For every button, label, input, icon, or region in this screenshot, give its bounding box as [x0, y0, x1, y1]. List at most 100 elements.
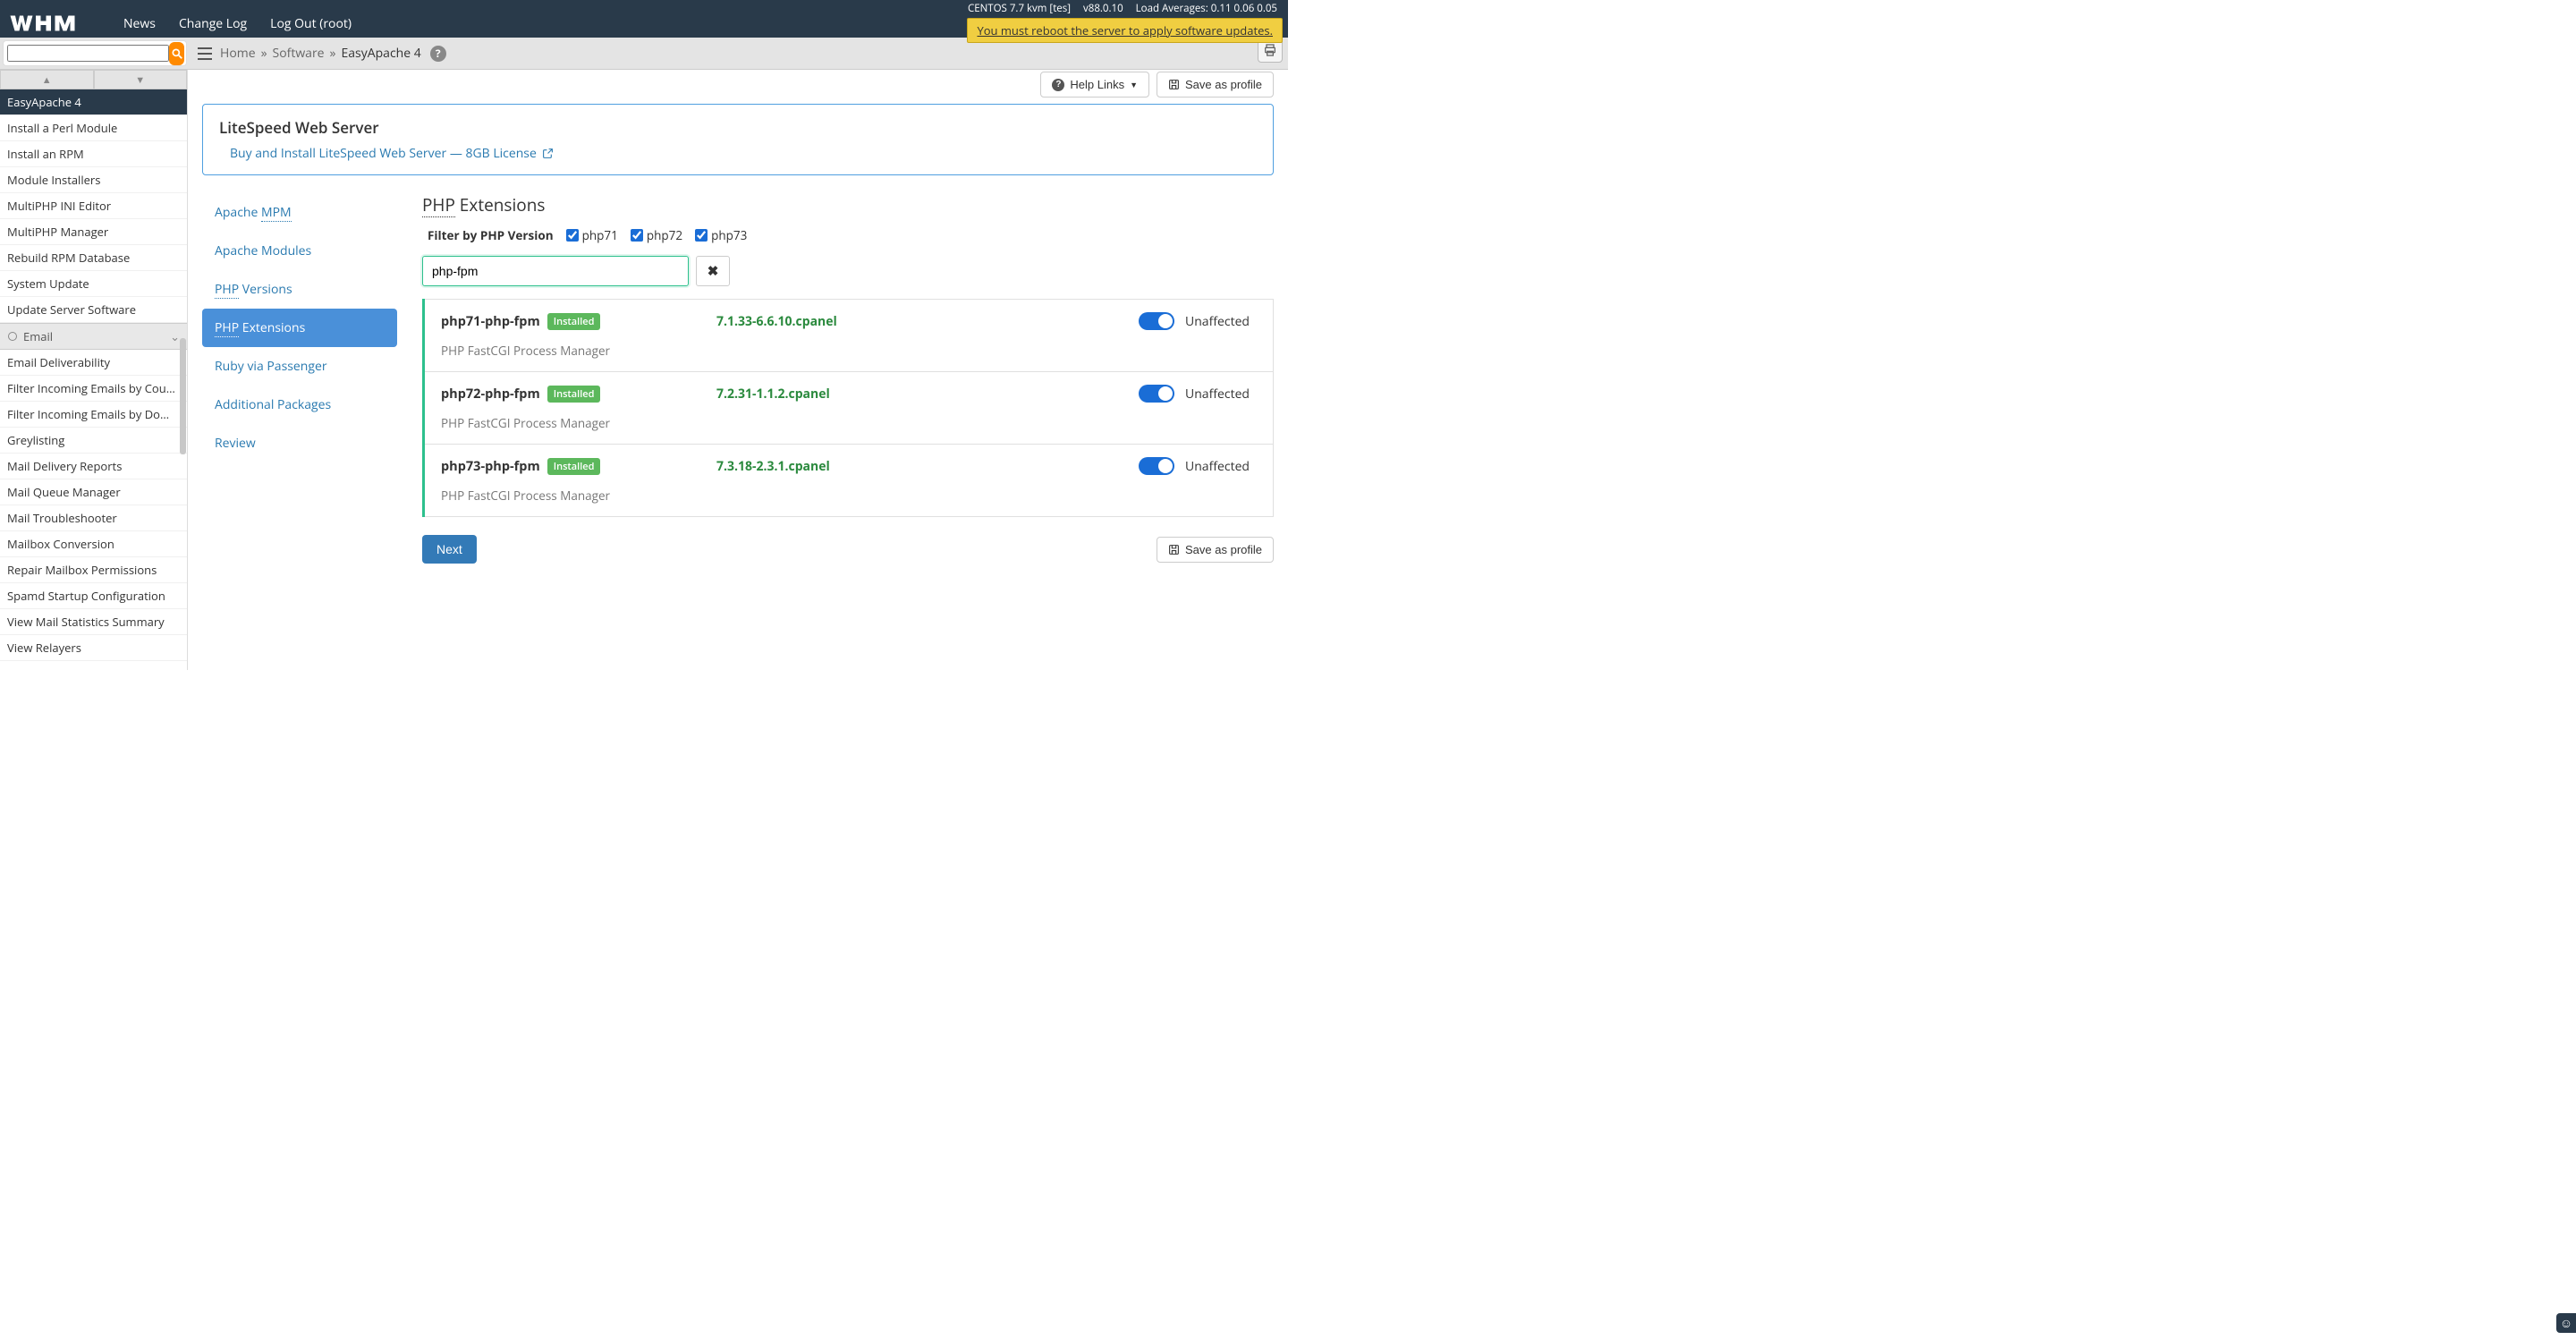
sidebar-item[interactable]: Spamd Startup Configuration	[0, 583, 187, 609]
caret-down-icon: ▼	[1130, 81, 1138, 89]
nav-logout[interactable]: Log Out (root)	[270, 15, 352, 32]
tab-php-versions[interactable]: PHP Versions	[202, 270, 397, 309]
extension-row: php72-php-fpmInstalled7.2.31-1.1.2.cpane…	[425, 372, 1274, 445]
filter-php71[interactable]: php71	[566, 227, 618, 243]
extension-name: php73-php-fpmInstalled	[441, 458, 709, 475]
nav-changelog[interactable]: Change Log	[179, 15, 247, 32]
help-icon: ?	[1052, 79, 1064, 91]
sidebar-arrow-bar: ▲ ▼	[0, 70, 187, 89]
sidebar-item[interactable]: MultiPHP Manager	[0, 219, 187, 245]
extension-row: php73-php-fpmInstalled 7.3.18-2.3.1.cpane…	[425, 445, 1274, 517]
feedback-smiley-icon[interactable]: ☺	[2556, 1313, 2576, 1333]
installed-badge: Installed	[547, 458, 601, 475]
global-search	[3, 40, 187, 66]
sidebar-item[interactable]: Email Deliverability	[0, 350, 187, 376]
collapse-down-icon[interactable]: ▼	[94, 70, 188, 89]
extension-state: Unaffected	[1185, 386, 1250, 403]
sidebar-item-easyapache[interactable]: EasyApache 4	[0, 89, 187, 115]
sidebar-item[interactable]: Rebuild RPM Database	[0, 245, 187, 271]
sidebar: ▲ ▼ EasyApache 4 Install a Perl ModuleIn…	[0, 70, 188, 670]
tab-apache-mpm[interactable]: Apache MPM	[202, 193, 397, 232]
breadcrumb: Home » Software » EasyApache 4 ?	[220, 38, 446, 69]
extension-description: PHP FastCGI Process Manager	[441, 488, 1257, 504]
filter-php72[interactable]: php72	[631, 227, 682, 243]
crumb-software[interactable]: Software	[273, 45, 325, 62]
extension-state: Unaffected	[1185, 313, 1250, 330]
help-links-button[interactable]: ? Help Links ▼	[1040, 72, 1149, 98]
clear-search-button[interactable]: ✖	[696, 256, 730, 286]
whm-logo[interactable]	[0, 11, 106, 36]
sidebar-item[interactable]: Mail Delivery Reports	[0, 454, 187, 479]
version-label: v88.0.10	[1083, 2, 1123, 15]
nav-news[interactable]: News	[123, 15, 156, 32]
checkbox-php73[interactable]	[695, 229, 708, 242]
sidebar-item[interactable]: Filter Incoming Emails by Country	[0, 376, 187, 402]
extension-version: 7.3.18-2.3.1.cpanel	[716, 458, 922, 475]
tab-additional[interactable]: Additional Packages	[202, 386, 397, 424]
sidebar-item[interactable]: Install a Perl Module	[0, 115, 187, 141]
checkbox-php71[interactable]	[566, 229, 579, 242]
filter-php73[interactable]: php73	[695, 227, 747, 243]
save-icon	[1168, 544, 1180, 556]
os-label: CENTOS 7.7 kvm [tes]	[968, 2, 1071, 15]
extension-toggle[interactable]	[1139, 457, 1174, 475]
filter-label: Filter by PHP Version	[428, 227, 554, 243]
sidebar-item[interactable]: Repair Mailbox Permissions	[0, 557, 187, 583]
sidebar-item[interactable]: Mailbox Conversion	[0, 531, 187, 557]
load-averages: Load Averages: 0.11 0.06 0.05	[1136, 2, 1277, 15]
tab-apache-modules[interactable]: Apache Modules	[202, 232, 397, 270]
extension-row: php71-php-fpmInstalled7.1.33-6.6.10.cpan…	[425, 299, 1274, 372]
next-button[interactable]: Next	[422, 535, 477, 564]
extension-version: 7.2.31-1.1.2.cpanel	[716, 386, 922, 403]
save-profile-button-bottom[interactable]: Save as profile	[1157, 537, 1274, 563]
tab-ruby[interactable]: Ruby via Passenger	[202, 347, 397, 386]
two-column: Apache MPM Apache Modules PHP Versions P…	[202, 193, 1274, 564]
top-nav: News Change Log Log Out (root)	[123, 15, 352, 32]
sidebar-item[interactable]: Mail Troubleshooter	[0, 505, 187, 531]
extension-list: php71-php-fpmInstalled7.1.33-6.6.10.cpan…	[422, 299, 1274, 517]
sidebar-item[interactable]: Module Installers	[0, 167, 187, 193]
crumb-home[interactable]: Home	[220, 45, 256, 62]
global-search-input[interactable]	[7, 45, 169, 62]
sidebar-item[interactable]: System Update	[0, 271, 187, 297]
extension-toggle[interactable]	[1139, 312, 1174, 330]
extension-description: PHP FastCGI Process Manager	[441, 343, 1257, 359]
crumb-current: EasyApache 4	[342, 45, 421, 62]
save-profile-button-top[interactable]: Save as profile	[1157, 72, 1274, 98]
sidebar-category-email[interactable]: Email ⌄	[0, 323, 187, 350]
sidebar-toggle-icon[interactable]	[195, 38, 215, 69]
sidebar-item[interactable]: Update Server Software	[0, 297, 187, 323]
help-icon[interactable]: ?	[430, 46, 446, 62]
reboot-banner[interactable]: You must reboot the server to apply soft…	[967, 18, 1283, 43]
search-button[interactable]	[169, 42, 184, 65]
tab-php-extensions[interactable]: PHP Extensions	[202, 309, 397, 347]
sidebar-item[interactable]: View Mail Statistics Summary	[0, 609, 187, 635]
status-line: CENTOS 7.7 kvm [tes] v88.0.10 Load Avera…	[964, 0, 1281, 17]
content-area: ? Help Links ▼ Save as profile LiteSpeed…	[188, 70, 1288, 670]
extension-name: php71-php-fpmInstalled	[441, 313, 709, 330]
extension-state: Unaffected	[1185, 458, 1250, 475]
panel-title: PHP Extensions	[422, 193, 1274, 216]
extension-toggle[interactable]	[1139, 385, 1174, 403]
extension-search-input[interactable]	[422, 256, 689, 286]
extension-toggle-cell: Unaffected	[1139, 312, 1257, 330]
filter-row: Filter by PHP Version php71 php72 php73	[428, 227, 1274, 243]
sidebar-item[interactable]: Greylisting	[0, 428, 187, 454]
chevron-down-icon: ⌄	[170, 328, 180, 344]
installed-badge: Installed	[547, 313, 601, 330]
sidebar-item[interactable]: View Relayers	[0, 635, 187, 661]
save-icon	[1168, 79, 1180, 90]
litespeed-link[interactable]: Buy and Install LiteSpeed Web Server — 8…	[230, 145, 554, 162]
checkbox-php72[interactable]	[631, 229, 643, 242]
external-link-icon	[542, 148, 554, 159]
sidebar-item[interactable]: Install an RPM	[0, 141, 187, 167]
sidebar-item[interactable]: Mail Queue Manager	[0, 479, 187, 505]
sidebar-item[interactable]: Filter Incoming Emails by Domain	[0, 402, 187, 428]
sidebar-item[interactable]: MultiPHP INI Editor	[0, 193, 187, 219]
main-layout: ▲ ▼ EasyApache 4 Install a Perl ModuleIn…	[0, 70, 1288, 670]
collapse-up-icon[interactable]: ▲	[0, 70, 94, 89]
sidebar-scrollbar[interactable]	[180, 338, 186, 454]
extension-description: PHP FastCGI Process Manager	[441, 415, 1257, 431]
top-action-buttons: ? Help Links ▼ Save as profile	[1040, 72, 1274, 98]
tab-review[interactable]: Review	[202, 424, 397, 462]
